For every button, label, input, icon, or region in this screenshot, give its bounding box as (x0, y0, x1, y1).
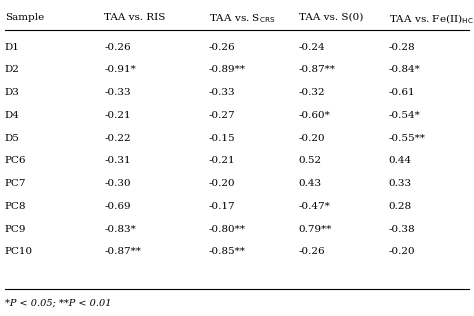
Text: TAA vs. S$_{\rm CRS}$: TAA vs. S$_{\rm CRS}$ (209, 13, 275, 26)
Text: -0.27: -0.27 (209, 111, 235, 120)
Text: -0.17: -0.17 (209, 202, 235, 211)
Text: -0.26: -0.26 (209, 43, 235, 52)
Text: PC6: PC6 (5, 156, 26, 165)
Text: -0.87**: -0.87** (299, 65, 336, 74)
Text: TAA vs. Fe(II)$_{\rm HC}$: TAA vs. Fe(II)$_{\rm HC}$ (389, 13, 474, 26)
Text: D1: D1 (5, 43, 19, 52)
Text: -0.47*: -0.47* (299, 202, 330, 211)
Text: -0.26: -0.26 (104, 43, 131, 52)
Text: -0.32: -0.32 (299, 88, 325, 97)
Text: Sample: Sample (5, 13, 44, 21)
Text: 0.44: 0.44 (389, 156, 412, 165)
Text: -0.84*: -0.84* (389, 65, 420, 74)
Text: D3: D3 (5, 88, 19, 97)
Text: TAA vs. RIS: TAA vs. RIS (104, 13, 165, 21)
Text: -0.21: -0.21 (209, 156, 235, 165)
Text: 0.43: 0.43 (299, 179, 322, 188)
Text: -0.83*: -0.83* (104, 225, 136, 234)
Text: -0.20: -0.20 (299, 134, 325, 143)
Text: 0.33: 0.33 (389, 179, 412, 188)
Text: PC10: PC10 (5, 247, 33, 256)
Text: -0.33: -0.33 (209, 88, 235, 97)
Text: PC7: PC7 (5, 179, 26, 188)
Text: -0.24: -0.24 (299, 43, 325, 52)
Text: D2: D2 (5, 65, 19, 74)
Text: -0.87**: -0.87** (104, 247, 141, 256)
Text: PC8: PC8 (5, 202, 26, 211)
Text: -0.22: -0.22 (104, 134, 131, 143)
Text: -0.28: -0.28 (389, 43, 415, 52)
Text: *P < 0.05; **P < 0.01: *P < 0.05; **P < 0.01 (5, 299, 111, 307)
Text: -0.61: -0.61 (389, 88, 415, 97)
Text: D5: D5 (5, 134, 19, 143)
Text: -0.89**: -0.89** (209, 65, 246, 74)
Text: PC9: PC9 (5, 225, 26, 234)
Text: -0.54*: -0.54* (389, 111, 420, 120)
Text: -0.26: -0.26 (299, 247, 325, 256)
Text: 0.28: 0.28 (389, 202, 412, 211)
Text: -0.21: -0.21 (104, 111, 131, 120)
Text: TAA vs. S(0): TAA vs. S(0) (299, 13, 363, 21)
Text: D4: D4 (5, 111, 19, 120)
Text: 0.52: 0.52 (299, 156, 322, 165)
Text: -0.91*: -0.91* (104, 65, 136, 74)
Text: -0.55**: -0.55** (389, 134, 426, 143)
Text: -0.33: -0.33 (104, 88, 131, 97)
Text: 0.79**: 0.79** (299, 225, 332, 234)
Text: -0.20: -0.20 (209, 179, 235, 188)
Text: -0.60*: -0.60* (299, 111, 330, 120)
Text: -0.15: -0.15 (209, 134, 235, 143)
Text: -0.30: -0.30 (104, 179, 131, 188)
Text: -0.38: -0.38 (389, 225, 415, 234)
Text: -0.85**: -0.85** (209, 247, 246, 256)
Text: -0.69: -0.69 (104, 202, 131, 211)
Text: -0.31: -0.31 (104, 156, 131, 165)
Text: -0.80**: -0.80** (209, 225, 246, 234)
Text: -0.20: -0.20 (389, 247, 415, 256)
